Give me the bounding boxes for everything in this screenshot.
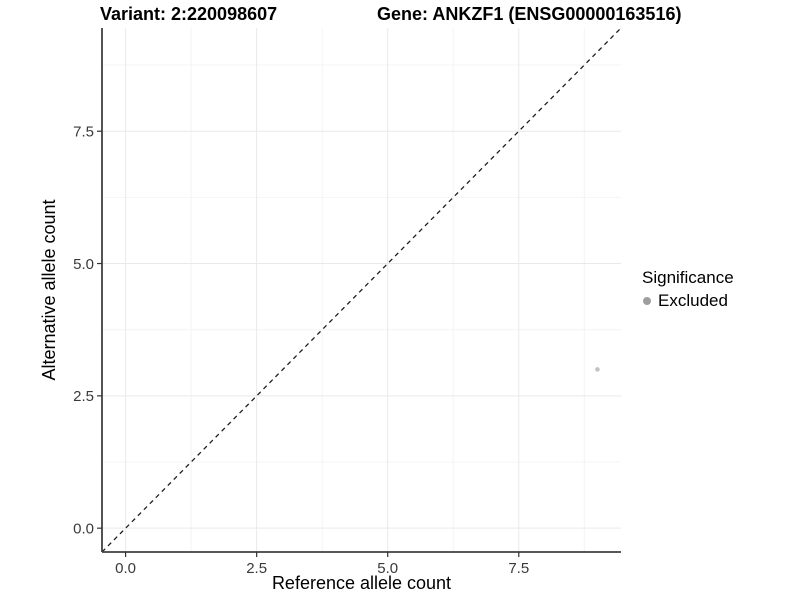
y-axis-title: Alternative allele count xyxy=(39,199,59,380)
legend: Significance Excluded xyxy=(640,267,734,311)
x-tick-label: 5.0 xyxy=(377,560,398,577)
y-tick-label: 2.5 xyxy=(73,388,94,405)
data-point xyxy=(595,367,600,372)
legend-title: Significance xyxy=(642,268,734,287)
x-tick-label: 0.0 xyxy=(115,560,136,577)
variant-title: Variant: 2:220098607 xyxy=(100,4,278,24)
identity-dashed-line xyxy=(101,27,622,553)
legend-item-label: Excluded xyxy=(658,290,728,310)
gene-title: Gene: ANKZF1 (ENSG00000163516) xyxy=(377,4,682,24)
legend-item-excluded: Excluded xyxy=(640,290,734,311)
y-tick-label: 5.0 xyxy=(73,256,94,273)
y-tick-label: 7.5 xyxy=(73,124,94,141)
x-axis-title: Reference allele count xyxy=(272,573,451,593)
legend-point-icon xyxy=(643,296,651,305)
y-tick-label: 0.0 xyxy=(73,520,94,537)
x-tick-label: 7.5 xyxy=(508,560,529,577)
x-tick-label: 2.5 xyxy=(246,560,267,577)
